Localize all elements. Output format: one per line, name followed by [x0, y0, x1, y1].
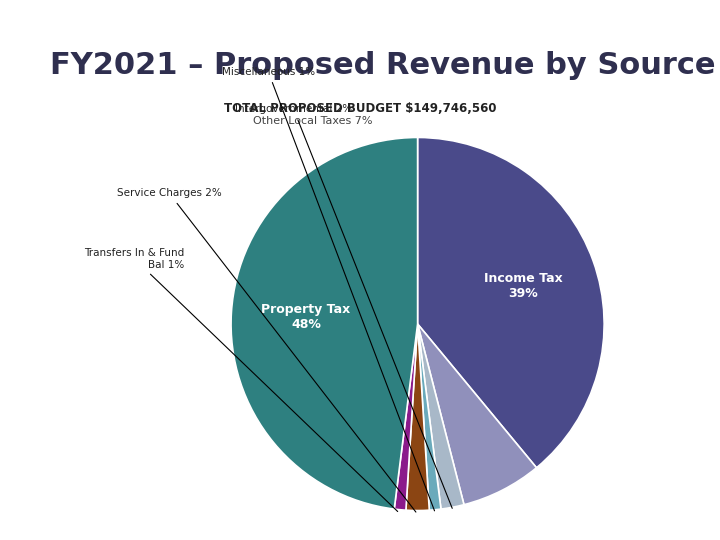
Text: FY2021 – Proposed Revenue by Source: FY2021 – Proposed Revenue by Source	[50, 51, 716, 80]
Text: Income Tax
39%: Income Tax 39%	[484, 272, 562, 300]
Wedge shape	[418, 324, 464, 509]
Text: TOTAL PROPOSED BUDGET $149,746,560: TOTAL PROPOSED BUDGET $149,746,560	[224, 102, 496, 114]
Text: 11: 11	[679, 9, 702, 26]
Wedge shape	[418, 324, 536, 505]
Text: Miscellaneous 1%: Miscellaneous 1%	[222, 67, 435, 511]
Text: Transfers In & Fund
Bal 1%: Transfers In & Fund Bal 1%	[84, 248, 397, 511]
Wedge shape	[231, 138, 418, 509]
Wedge shape	[418, 324, 441, 510]
Text: Service Charges 2%: Service Charges 2%	[117, 188, 416, 512]
Wedge shape	[418, 138, 604, 468]
Text: Other Local Taxes 7%: Other Local Taxes 7%	[253, 117, 373, 126]
Wedge shape	[395, 324, 418, 510]
Text: Intergovernmental 2%: Intergovernmental 2%	[235, 104, 452, 508]
Text: Property Tax
48%: Property Tax 48%	[261, 303, 351, 331]
Wedge shape	[406, 324, 429, 510]
